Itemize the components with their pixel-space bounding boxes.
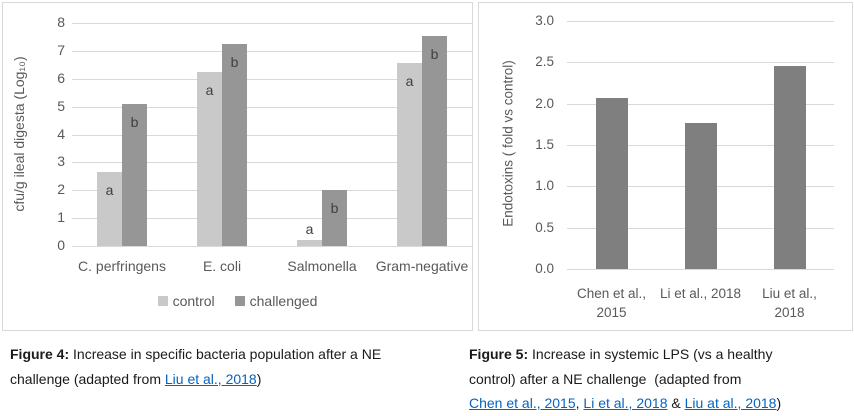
legend-item-control: control	[157, 293, 215, 309]
legend-marker-icon	[157, 296, 168, 306]
x-category-label: Liu et al., 2018	[762, 286, 817, 320]
citation-link[interactable]: Liu at al., 2018	[684, 395, 777, 411]
gridline	[72, 190, 472, 192]
caption-figure-label: Figure 5:	[469, 346, 529, 362]
y-tick-label: 0.5	[535, 219, 554, 235]
bar-control-3	[397, 63, 422, 246]
bar-control-0	[97, 172, 122, 246]
y-tick-label: 1.0	[535, 178, 554, 194]
significance-letter: b	[130, 113, 139, 130]
bar-control-1	[197, 71, 222, 246]
caption-figure-label: Figure 4:	[10, 346, 70, 362]
gridline	[72, 106, 472, 108]
x-category-label: Chen et al., 2015	[576, 286, 647, 320]
legend-item-challenged: challenged	[234, 293, 318, 309]
y-tick-label: 2.0	[535, 95, 554, 111]
caption-text: ,	[575, 395, 584, 411]
citation-link[interactable]: Li et al., 2018	[583, 395, 668, 411]
y-axis-title: Endotoxins ( fold vs control)	[500, 60, 516, 227]
gridline	[72, 246, 472, 247]
legend-label: challenged	[249, 293, 318, 309]
gridline	[567, 62, 834, 64]
y-tick-label: 2.5	[535, 54, 554, 70]
bar-control-2	[297, 240, 322, 246]
y-tick-label: 1	[57, 209, 65, 226]
figure5-chart: 0.0 0.5 1.0 1.5 2.0 2.5 3.0 Endotoxins ( fold v…	[478, 2, 853, 331]
y-tick-label: 3.0	[535, 13, 554, 28]
y-tick-label: 5	[57, 97, 65, 114]
significance-letter: a	[305, 221, 314, 238]
legend-label: control	[172, 293, 215, 309]
caption-text: challenge (adapted from	[10, 370, 165, 387]
gridline	[567, 21, 834, 22]
gridline	[567, 269, 834, 270]
gridline	[72, 218, 472, 220]
caption-text: )	[256, 370, 262, 387]
bar-challenged-0	[122, 103, 147, 246]
citation-link[interactable]: Chen et al., 2015	[469, 395, 576, 411]
y-tick-label: 4	[57, 125, 65, 142]
significance-letter: a	[405, 73, 414, 90]
significance-letter: a	[105, 182, 114, 199]
caption-text: )	[776, 395, 782, 411]
bar-value-2	[773, 66, 806, 269]
y-tick-label: 8	[57, 14, 65, 30]
y-tick-label: 3	[57, 153, 65, 170]
bar-value-1	[684, 122, 717, 269]
gridline	[72, 134, 472, 136]
bar-challenged-3	[422, 35, 447, 246]
y-axis-title: cfu/g ileal digesta (Log₁₀)	[11, 55, 27, 212]
x-category-label: Li et al., 2018	[659, 286, 742, 301]
significance-letter: b	[430, 45, 439, 62]
legend-marker-icon	[234, 296, 245, 306]
figure4-caption: Figure 4: Increase in specific bacteria …	[10, 342, 462, 391]
significance-letter: b	[330, 200, 339, 217]
gridline	[72, 50, 472, 52]
caption-text: Increase in specific bacteria population…	[69, 346, 382, 362]
caption-text: Increase in systemic LPS (vs a healthy	[528, 346, 773, 362]
figure5-caption: Figure 5: Increase in systemic LPS (vs a…	[469, 342, 853, 416]
gridline	[72, 78, 472, 80]
caption-text: control) after a NE challenge (adapted f…	[469, 370, 742, 387]
x-category-label: C. perfringens	[78, 258, 166, 274]
x-category-label: E. coli	[202, 258, 242, 274]
bar-challenged-1	[222, 43, 247, 246]
y-tick-label: 0	[57, 237, 65, 253]
legend: control challenged	[3, 293, 472, 309]
bar-value-0	[595, 97, 628, 269]
x-category-label: Salmonella	[287, 258, 357, 274]
gridline	[72, 162, 472, 164]
x-category-label: Gram-negative	[375, 258, 469, 274]
bar-challenged-2	[322, 190, 347, 246]
y-tick-label: 7	[57, 41, 65, 58]
y-tick-label: 2	[57, 181, 65, 198]
figure4-chart: 0 1 2 3 4 5 6 7 8 cfu/g ileal digesta (Log₁₀) C. p…	[2, 2, 473, 331]
y-tick-label: 6	[57, 69, 65, 86]
y-tick-label: 1.5	[535, 137, 554, 152]
gridline	[72, 23, 472, 24]
citation-link[interactable]: Liu et al., 2018	[164, 370, 257, 387]
caption-text: &	[667, 395, 685, 411]
gridline	[567, 103, 834, 105]
significance-letter: a	[205, 81, 214, 98]
significance-letter: b	[230, 53, 239, 70]
y-tick-label: 0.0	[535, 261, 554, 276]
